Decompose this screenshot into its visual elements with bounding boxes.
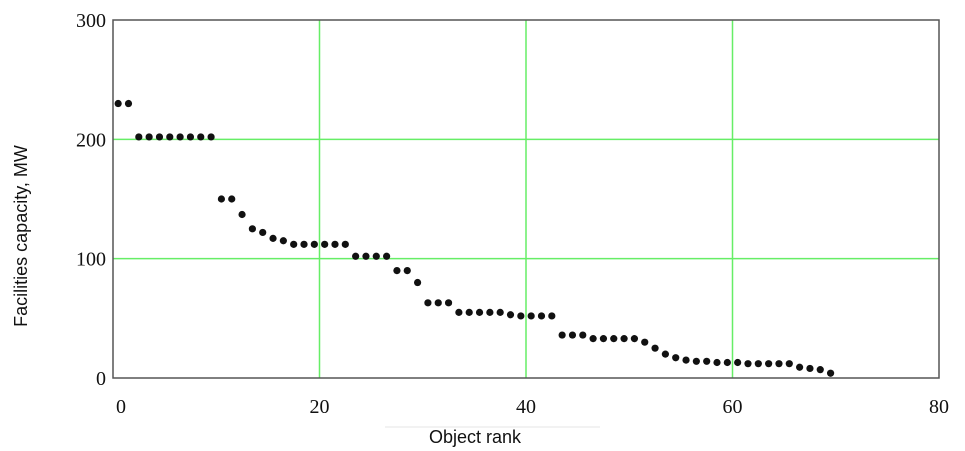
data-point — [300, 240, 308, 248]
y-tick-label: 100 — [76, 249, 106, 271]
grid-lines — [113, 20, 939, 378]
data-point — [744, 360, 752, 368]
data-point — [372, 252, 380, 260]
data-point — [434, 299, 442, 307]
x-tick-label: 0 — [116, 396, 126, 418]
y-tick-label: 0 — [96, 368, 106, 390]
data-point — [672, 354, 680, 362]
data-point — [816, 366, 824, 374]
data-point — [785, 360, 793, 368]
data-point — [496, 308, 504, 316]
data-point — [228, 195, 236, 203]
data-point — [796, 363, 804, 371]
data-point — [259, 228, 267, 237]
data-point — [362, 252, 370, 260]
data-points — [114, 99, 835, 377]
data-point — [486, 308, 494, 316]
data-point — [248, 225, 256, 233]
data-point — [682, 356, 690, 364]
data-point — [403, 267, 411, 275]
data-point — [207, 133, 215, 141]
data-point — [558, 331, 566, 339]
data-point — [135, 133, 143, 141]
data-point — [279, 237, 287, 245]
data-point — [527, 312, 535, 320]
data-point — [806, 364, 814, 373]
y-tick-labels: 0 100 200 300 — [76, 10, 106, 390]
data-point — [826, 369, 835, 377]
data-point — [290, 240, 298, 248]
data-point — [568, 331, 577, 339]
data-point — [124, 99, 133, 108]
y-tick-label: 300 — [76, 10, 106, 32]
data-point — [589, 335, 597, 343]
data-point — [620, 335, 628, 343]
data-point — [703, 357, 711, 365]
x-tick-label: 20 — [310, 396, 330, 418]
data-point — [548, 312, 556, 320]
data-point — [393, 267, 401, 275]
data-point — [723, 358, 731, 367]
x-tick-label: 80 — [929, 396, 949, 418]
data-point — [537, 312, 546, 320]
data-point — [465, 308, 473, 316]
data-point — [352, 252, 360, 260]
x-tick-labels: 0 20 40 60 80 — [116, 396, 949, 418]
data-point — [641, 338, 649, 346]
data-point — [661, 350, 669, 358]
data-point — [176, 133, 184, 141]
data-point — [455, 308, 463, 316]
data-point — [145, 133, 153, 141]
data-point — [651, 344, 659, 352]
data-point — [186, 133, 195, 141]
data-point — [331, 240, 339, 248]
x-tick-label: 60 — [723, 396, 743, 418]
y-tick-label: 200 — [76, 129, 106, 151]
data-point — [610, 335, 618, 343]
x-tick-label: 40 — [516, 396, 536, 418]
data-point — [630, 335, 639, 343]
data-point — [166, 133, 174, 141]
data-point — [713, 358, 721, 367]
data-point — [321, 240, 329, 248]
data-point — [341, 240, 349, 248]
data-point — [217, 195, 226, 203]
plot-frame — [112, 19, 940, 379]
data-point — [413, 278, 422, 287]
data-point — [155, 133, 164, 141]
data-point — [692, 357, 700, 365]
data-point — [475, 308, 484, 316]
data-point — [734, 358, 742, 367]
data-point — [579, 331, 587, 339]
data-point — [517, 312, 525, 320]
data-point — [269, 234, 277, 242]
data-point — [599, 335, 608, 343]
data-point — [114, 99, 122, 108]
data-point — [197, 133, 205, 141]
data-point — [775, 360, 783, 368]
data-point — [444, 299, 453, 307]
y-axis-title: Facilities capacity, MW — [11, 145, 31, 327]
x-axis-title: Object rank — [429, 427, 522, 447]
data-point — [765, 360, 773, 368]
data-point — [424, 299, 432, 307]
data-point — [754, 360, 762, 368]
data-point — [506, 311, 515, 319]
data-point — [383, 252, 391, 260]
data-point — [310, 240, 318, 248]
data-point — [238, 210, 246, 219]
